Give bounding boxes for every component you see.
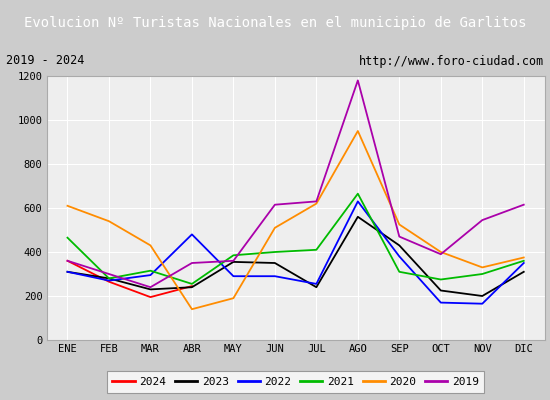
Legend: 2024, 2023, 2022, 2021, 2020, 2019: 2024, 2023, 2022, 2021, 2020, 2019 bbox=[107, 372, 485, 392]
Text: 2019 - 2024: 2019 - 2024 bbox=[6, 54, 84, 68]
Text: http://www.foro-ciudad.com: http://www.foro-ciudad.com bbox=[359, 54, 544, 68]
Text: Evolucion Nº Turistas Nacionales en el municipio de Garlitos: Evolucion Nº Turistas Nacionales en el m… bbox=[24, 16, 526, 30]
